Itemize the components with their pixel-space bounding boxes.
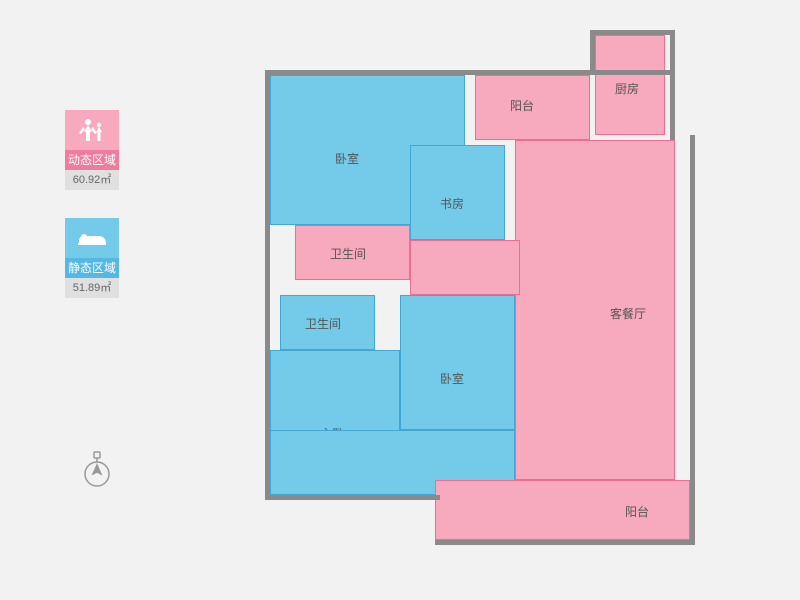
people-icon: [65, 110, 119, 150]
room-study: [410, 145, 505, 240]
wall-1: [265, 70, 270, 500]
legend-panel: 动态区域 60.92㎡ 静态区域 51.89㎡: [65, 110, 125, 326]
wall-4: [690, 135, 695, 545]
room-label-bedroom1: 卧室: [335, 150, 359, 167]
legend-static-value: 51.89㎡: [65, 278, 119, 298]
room-living: [515, 140, 675, 480]
wall-6: [590, 30, 675, 35]
wall-3: [435, 540, 695, 545]
room-label-study: 书房: [440, 195, 464, 212]
wall-7: [590, 30, 595, 75]
room-balcony2: [435, 480, 690, 540]
legend-dynamic-title: 动态区域: [65, 150, 119, 170]
wall-2: [265, 495, 440, 500]
room-label-kitchen: 厨房: [615, 80, 639, 97]
sleep-icon: [65, 218, 119, 258]
room-label-toilet1: 卫生间: [330, 245, 366, 262]
room-label-bedroom2: 卧室: [440, 370, 464, 387]
legend-static: 静态区域 51.89㎡: [65, 218, 119, 298]
floorplan: 厨房阳台卧室书房卫生间客餐厅卫生间卧室主卧阳台: [225, 25, 725, 580]
room-label-toilet2: 卫生间: [305, 315, 341, 332]
legend-dynamic: 动态区域 60.92㎡: [65, 110, 119, 190]
wall-0: [265, 70, 675, 75]
room-corridor: [410, 240, 520, 295]
compass-icon: [80, 450, 114, 495]
room-bedroom2: [400, 295, 515, 430]
room-label-balcony1: 阳台: [510, 97, 534, 114]
room-label-living: 客餐厅: [610, 305, 646, 322]
legend-static-title: 静态区域: [65, 258, 119, 278]
wall-5: [670, 30, 675, 140]
legend-dynamic-value: 60.92㎡: [65, 170, 119, 190]
room-label-balcony2: 阳台: [625, 503, 649, 520]
